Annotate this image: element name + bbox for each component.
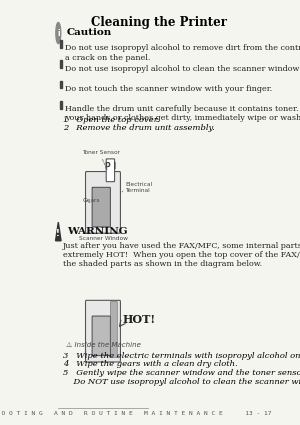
Text: T R O U B L E S H O O T I N G   A N D   R O U T I N E   M A I N T E N A N C E   : T R O U B L E S H O O T I N G A N D R O … [0, 411, 272, 416]
FancyBboxPatch shape [85, 172, 120, 233]
Text: Handle the drum unit carefully because it contains toner.  If toner scatters and: Handle the drum unit carefully because i… [65, 105, 300, 122]
Text: Do not use isopropyl alcohol to clean the scanner window or the toner sensor.: Do not use isopropyl alcohol to clean th… [65, 65, 300, 73]
Text: 2   Remove the drum unit assembly.: 2 Remove the drum unit assembly. [63, 124, 214, 132]
Bar [60, 60, 62, 68]
Bar [60, 101, 62, 109]
Text: WARNING: WARNING [67, 227, 127, 235]
Text: !: ! [56, 229, 60, 238]
Text: Caution: Caution [67, 28, 112, 37]
Text: Do not use isopropyl alcohol to remove dirt from the control panel.  It may caus: Do not use isopropyl alcohol to remove d… [65, 45, 300, 62]
Text: Scanner Window: Scanner Window [79, 236, 128, 241]
FancyBboxPatch shape [111, 302, 117, 357]
FancyBboxPatch shape [85, 300, 120, 362]
Text: Electrical
Terminal: Electrical Terminal [125, 182, 152, 193]
Text: P I: P I [105, 162, 116, 171]
Text: 5   Gently wipe the scanner window and the toner sensor with a clean soft dry cl: 5 Gently wipe the scanner window and the… [63, 369, 300, 386]
Text: ⚠ Inside the Machine: ⚠ Inside the Machine [65, 342, 140, 348]
Text: Toner Sensor: Toner Sensor [82, 150, 120, 156]
Text: Cleaning the Printer: Cleaning the Printer [91, 16, 227, 29]
Text: Just after you have used the FAX/MFC, some internal parts of the machine are
ext: Just after you have used the FAX/MFC, so… [63, 242, 300, 269]
Text: HOT!: HOT! [122, 314, 155, 325]
Text: Do not touch the scanner window with your finger.: Do not touch the scanner window with you… [65, 85, 272, 93]
FancyBboxPatch shape [106, 159, 115, 181]
Circle shape [56, 23, 61, 44]
Text: 1   Open the top cover.: 1 Open the top cover. [63, 116, 159, 124]
Bar [60, 81, 62, 88]
FancyBboxPatch shape [92, 187, 110, 227]
Text: Gears: Gears [82, 198, 100, 203]
FancyBboxPatch shape [92, 316, 110, 356]
Bar [60, 40, 62, 48]
Text: 4   Wipe the gears with a clean dry cloth.: 4 Wipe the gears with a clean dry cloth. [63, 360, 237, 368]
Polygon shape [56, 222, 61, 241]
Text: i: i [57, 28, 60, 37]
Text: 3   Wipe the electric terminals with isopropyl alcohol on a cotton swab.: 3 Wipe the electric terminals with isopr… [63, 352, 300, 360]
